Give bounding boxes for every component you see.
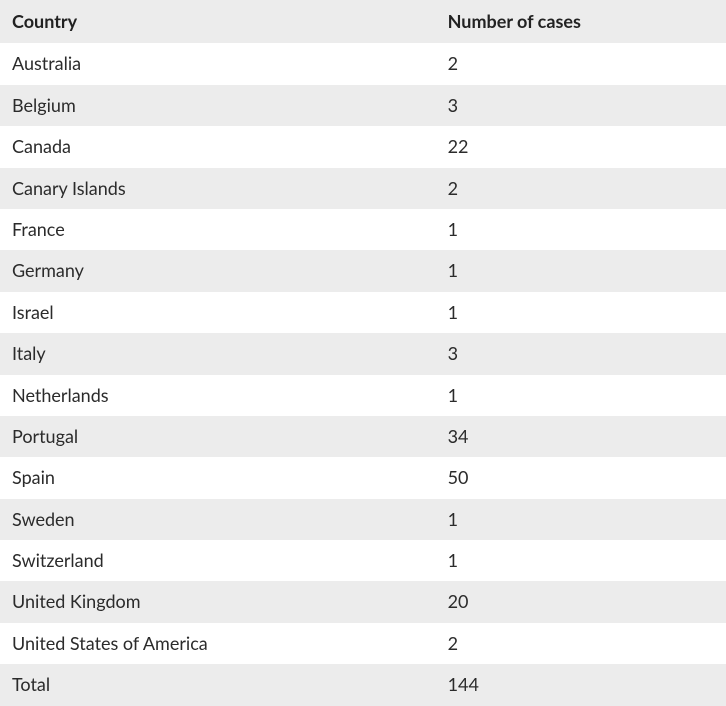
- cell-cases: 2: [436, 43, 726, 84]
- table-row: Canada22: [0, 126, 726, 167]
- cell-cases: 34: [436, 416, 726, 457]
- table-body: Australia2Belgium3Canada22Canary Islands…: [0, 43, 726, 705]
- table-row: France1: [0, 209, 726, 250]
- cases-by-country-table: Country Number of cases Australia2Belgiu…: [0, 0, 726, 706]
- table-row: United States of America2: [0, 623, 726, 664]
- cell-country: United Kingdom: [0, 581, 436, 622]
- cell-cases: 1: [436, 292, 726, 333]
- col-header-cases: Number of cases: [436, 0, 726, 43]
- cell-country: Belgium: [0, 85, 436, 126]
- table-row: Netherlands1: [0, 375, 726, 416]
- cell-cases: 3: [436, 85, 726, 126]
- cell-cases: 22: [436, 126, 726, 167]
- table-row: Portugal34: [0, 416, 726, 457]
- cell-cases: 1: [436, 209, 726, 250]
- cell-country: Germany: [0, 250, 436, 291]
- cell-country: Switzerland: [0, 540, 436, 581]
- cell-cases: 20: [436, 581, 726, 622]
- cell-country: Total: [0, 664, 436, 705]
- cell-country: Canary Islands: [0, 168, 436, 209]
- cell-country: Israel: [0, 292, 436, 333]
- data-table: Country Number of cases Australia2Belgiu…: [0, 0, 726, 706]
- cell-country: Australia: [0, 43, 436, 84]
- table-row: Switzerland1: [0, 540, 726, 581]
- table-row: Sweden1: [0, 499, 726, 540]
- col-header-country: Country: [0, 0, 436, 43]
- table-row: Israel1: [0, 292, 726, 333]
- cell-country: Sweden: [0, 499, 436, 540]
- table-row: Total144: [0, 664, 726, 705]
- cell-country: Canada: [0, 126, 436, 167]
- table-row: Spain50: [0, 457, 726, 498]
- cell-cases: 1: [436, 250, 726, 291]
- table-row: Italy3: [0, 333, 726, 374]
- cell-cases: 1: [436, 540, 726, 581]
- table-row: Australia2: [0, 43, 726, 84]
- table-row: Germany1: [0, 250, 726, 291]
- cell-cases: 1: [436, 499, 726, 540]
- cell-country: Spain: [0, 457, 436, 498]
- cell-country: Portugal: [0, 416, 436, 457]
- cell-cases: 1: [436, 375, 726, 416]
- cell-country: France: [0, 209, 436, 250]
- cell-country: United States of America: [0, 623, 436, 664]
- cell-cases: 50: [436, 457, 726, 498]
- cell-country: Italy: [0, 333, 436, 374]
- cell-cases: 144: [436, 664, 726, 705]
- cell-country: Netherlands: [0, 375, 436, 416]
- cell-cases: 3: [436, 333, 726, 374]
- table-row: United Kingdom20: [0, 581, 726, 622]
- table-row: Belgium3: [0, 85, 726, 126]
- cell-cases: 2: [436, 168, 726, 209]
- cell-cases: 2: [436, 623, 726, 664]
- table-row: Canary Islands2: [0, 168, 726, 209]
- table-header-row: Country Number of cases: [0, 0, 726, 43]
